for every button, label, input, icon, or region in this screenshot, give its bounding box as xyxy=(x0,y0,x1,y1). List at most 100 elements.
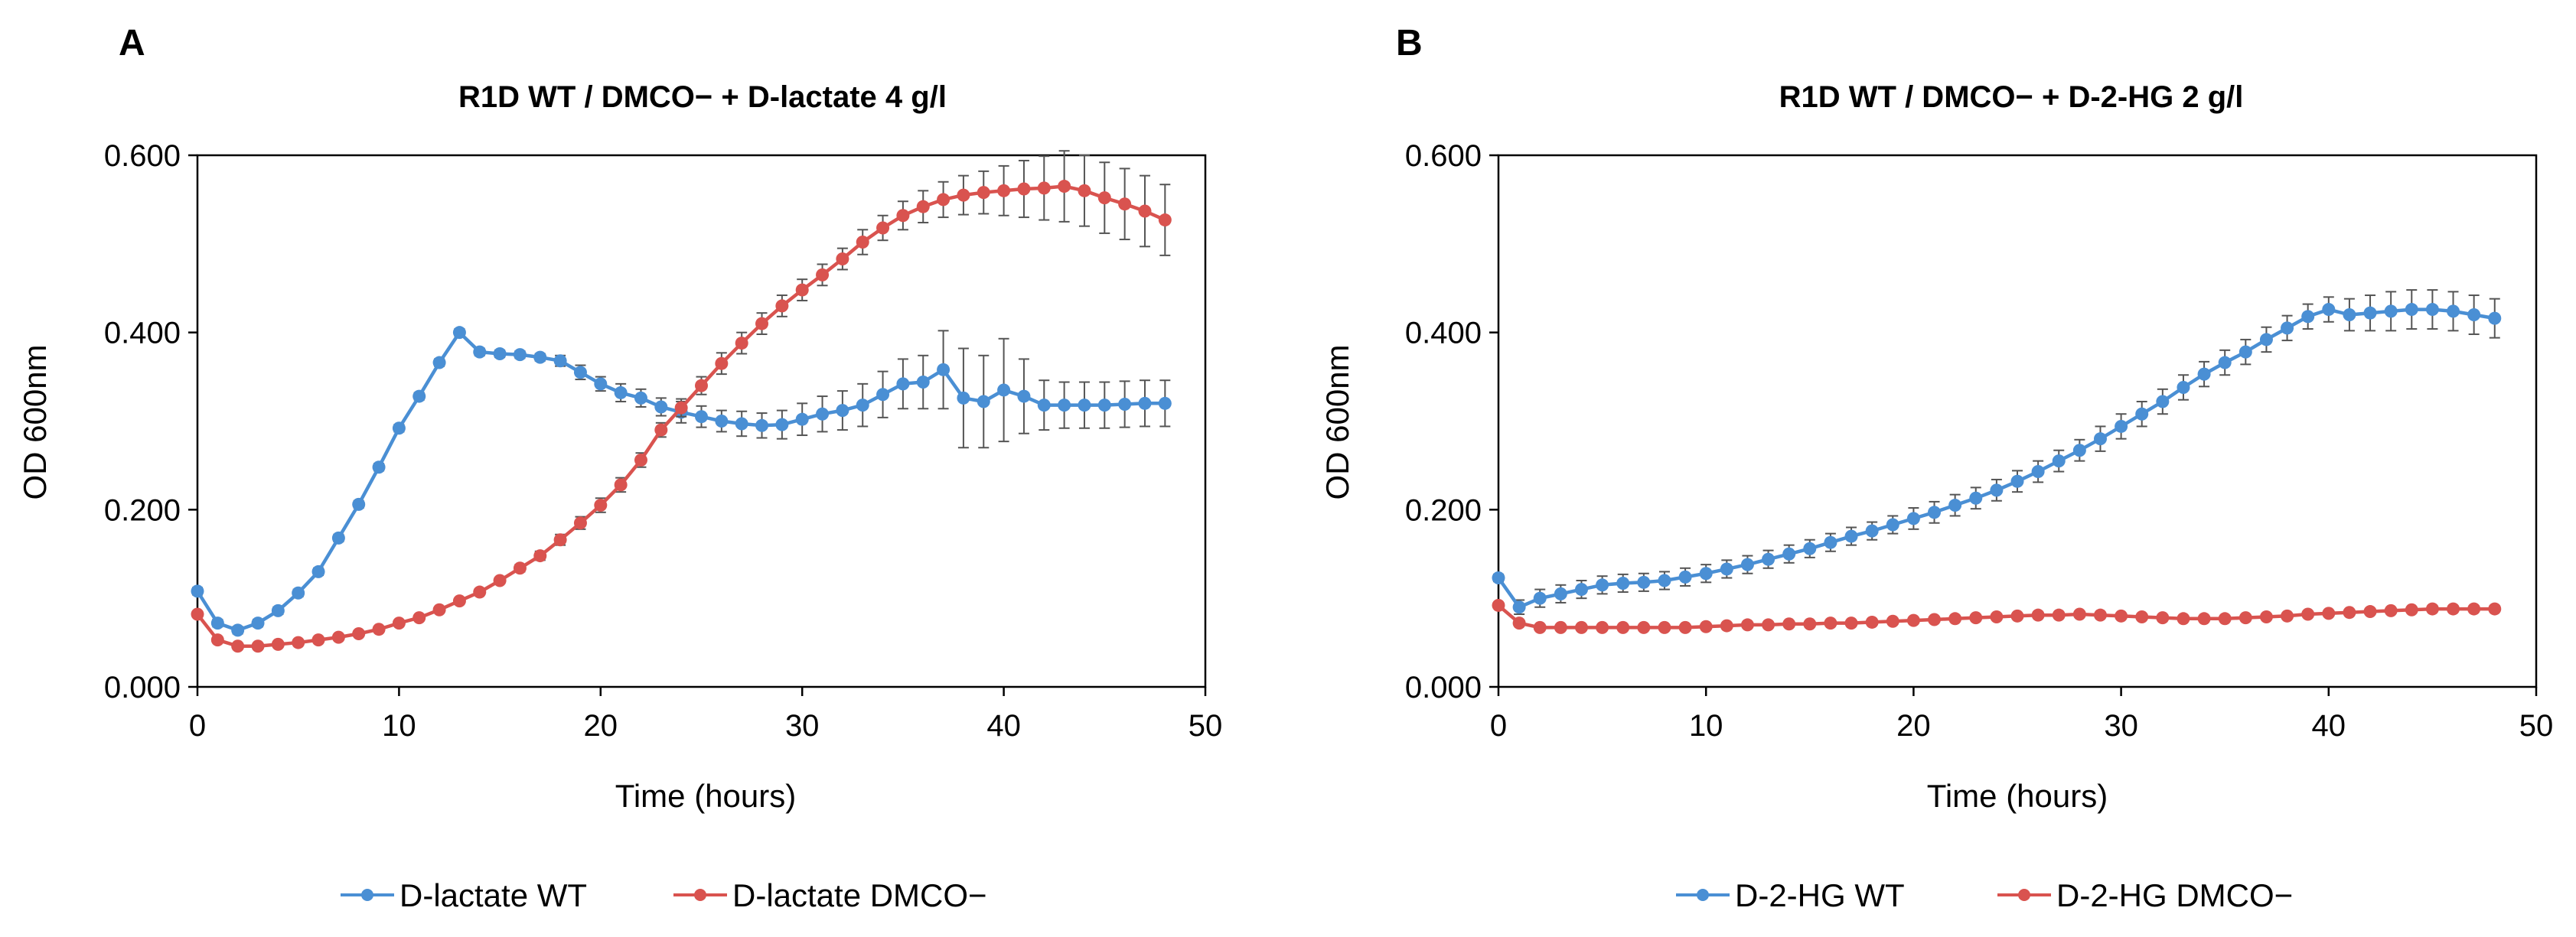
legend-item-wt: D-lactate WT xyxy=(341,877,587,913)
data-point xyxy=(957,188,970,202)
data-point xyxy=(816,407,830,421)
data-point xyxy=(392,421,406,435)
data-point xyxy=(1017,389,1031,403)
data-point xyxy=(1158,396,1172,410)
data-point xyxy=(533,350,547,364)
data-point xyxy=(977,395,990,408)
data-point xyxy=(654,400,668,414)
data-point xyxy=(1158,213,1172,227)
data-point xyxy=(1596,578,1609,592)
data-point xyxy=(1058,399,1071,412)
data-point xyxy=(1533,620,1547,634)
series-line xyxy=(1497,307,2496,610)
data-point xyxy=(1574,620,1588,634)
data-point xyxy=(2010,474,2024,488)
data-point xyxy=(372,623,386,636)
data-point xyxy=(1533,591,1547,605)
data-point xyxy=(1740,558,1754,571)
data-point xyxy=(292,636,305,649)
data-point xyxy=(997,184,1011,197)
legend-item-dmco: D-lactate DMCO− xyxy=(673,877,987,913)
data-point xyxy=(2447,602,2460,616)
data-point xyxy=(2488,602,2502,616)
series-wt xyxy=(1492,289,2502,616)
data-point xyxy=(2093,608,2107,622)
legend-swatch-marker xyxy=(361,889,373,901)
data-point xyxy=(896,209,910,223)
data-point xyxy=(2363,605,2377,619)
data-point xyxy=(1554,587,1567,600)
data-point xyxy=(896,377,910,391)
legend-item-wt: D-2-HG WT xyxy=(1676,877,1905,913)
data-point xyxy=(1928,613,1942,626)
data-point xyxy=(2488,311,2502,325)
data-point xyxy=(513,348,527,362)
chart-panel-b: B R1D WT / DMCO− + D-2-HG 2 g/l 0.000 0.2… xyxy=(1319,23,2553,913)
data-point xyxy=(2115,419,2128,433)
data-point xyxy=(695,379,708,392)
y-tick-label: 0.200 xyxy=(104,493,181,527)
data-point xyxy=(715,356,729,370)
x-tick-label: 20 xyxy=(1896,709,1931,743)
data-point xyxy=(2239,611,2252,625)
y-tick-label: 0.200 xyxy=(1405,493,1482,527)
data-point xyxy=(1078,184,1091,197)
data-point xyxy=(493,574,507,587)
data-point xyxy=(231,639,245,653)
data-point xyxy=(2301,310,2315,324)
data-point xyxy=(2052,608,2066,622)
data-point xyxy=(755,317,769,330)
data-point xyxy=(1097,191,1111,205)
data-point xyxy=(191,607,204,621)
data-point xyxy=(916,200,930,213)
x-axis-title: Time (hours) xyxy=(615,778,796,814)
data-point xyxy=(1824,617,1837,630)
data-point xyxy=(1803,542,1817,555)
data-point xyxy=(493,346,507,360)
data-point xyxy=(1720,619,1733,633)
data-point xyxy=(715,415,729,428)
chart-title: R1D WT / DMCO− + D-2-HG 2 g/l xyxy=(1779,80,2244,114)
data-point xyxy=(2072,444,2086,457)
data-point xyxy=(1678,620,1692,634)
data-point xyxy=(1886,614,1899,628)
x-tick-label: 40 xyxy=(2312,709,2346,743)
data-point xyxy=(432,603,446,617)
legend-label: D-2-HG WT xyxy=(1735,877,1905,913)
data-point xyxy=(251,617,265,630)
data-point xyxy=(2322,303,2336,317)
series-dmco xyxy=(191,150,1172,653)
data-point xyxy=(2384,604,2398,617)
data-point xyxy=(755,418,769,432)
data-point xyxy=(2135,407,2149,421)
data-point xyxy=(2301,607,2315,621)
data-point xyxy=(331,531,345,545)
data-point xyxy=(2135,610,2149,623)
data-point xyxy=(795,412,809,426)
series-dmco xyxy=(1492,598,2502,634)
data-point xyxy=(2031,608,2045,622)
y-axis-title: OD 600nm xyxy=(17,344,53,499)
data-point xyxy=(1762,552,1775,566)
data-point xyxy=(331,630,345,644)
data-point xyxy=(1906,512,1920,525)
data-point xyxy=(1720,562,1733,576)
data-point xyxy=(1118,397,1132,411)
data-point xyxy=(1574,583,1588,597)
data-point xyxy=(2425,602,2439,616)
data-point xyxy=(2177,612,2190,626)
data-point xyxy=(2093,432,2107,446)
data-point xyxy=(1844,529,1858,543)
data-point xyxy=(937,193,951,207)
data-point xyxy=(452,326,466,340)
data-point xyxy=(1928,506,1942,519)
data-point xyxy=(2072,607,2086,621)
data-point xyxy=(775,418,789,431)
data-point xyxy=(856,236,869,249)
plot-area: 0.000 0.200 0.400 0.600 0 10 20 30 40 50 xyxy=(1405,139,2553,743)
plot-frame xyxy=(196,154,1207,688)
data-point xyxy=(1782,547,1796,561)
data-point xyxy=(1803,617,1817,631)
data-point xyxy=(2052,454,2066,468)
